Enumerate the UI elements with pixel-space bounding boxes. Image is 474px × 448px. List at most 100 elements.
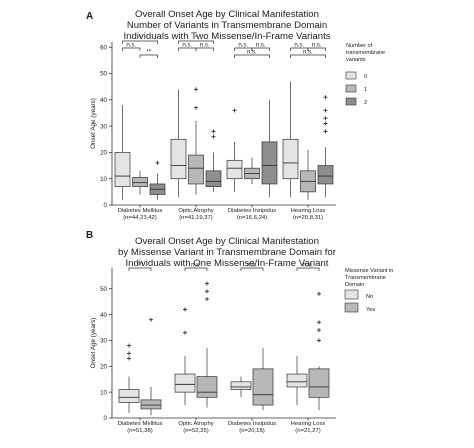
chart-title-line: Overall Onset Age by Clinical Manifestat… bbox=[135, 9, 319, 20]
panel-label: A bbox=[86, 11, 93, 22]
outlier-marker bbox=[205, 289, 209, 294]
significance-label: n.s. bbox=[182, 43, 192, 49]
legend-title-line: Number of bbox=[346, 43, 373, 49]
box-iqr bbox=[188, 154, 204, 185]
x-category-count: (n=51,38) bbox=[127, 428, 152, 434]
significance-bracket: ** bbox=[139, 50, 158, 58]
legend-swatch bbox=[345, 71, 357, 80]
box-iqr bbox=[174, 373, 196, 393]
bracket-line bbox=[240, 267, 264, 271]
outlier-marker bbox=[194, 87, 198, 92]
box-iqr bbox=[226, 159, 243, 180]
box-iqr bbox=[286, 373, 308, 388]
box-iqr bbox=[196, 376, 218, 398]
box-iqr bbox=[308, 368, 330, 398]
significance-bracket: n.s. bbox=[307, 43, 326, 51]
outlier-marker bbox=[232, 108, 237, 113]
significance-label: n.s. bbox=[126, 43, 136, 49]
outlier-marker bbox=[211, 134, 216, 139]
x-category-label: Hearing Loss bbox=[291, 421, 326, 427]
legend-label: Yes bbox=[366, 307, 375, 313]
chart-title-line: Individuals with Two Missense/In-Frame V… bbox=[123, 31, 330, 42]
bracket-line bbox=[122, 40, 158, 44]
y-tick-label: 20 bbox=[100, 363, 107, 370]
legend-label: No bbox=[366, 294, 373, 300]
significance-label: n.s. bbox=[191, 263, 201, 269]
chart-panel-a: A Overall Onset Age by Clinical Manifesta… bbox=[86, 9, 385, 221]
outlier-marker bbox=[183, 307, 187, 312]
x-category-count: (n=20,8,31) bbox=[293, 215, 323, 221]
significance-bracket: n.s. bbox=[184, 263, 208, 271]
outlier-marker bbox=[323, 121, 328, 126]
chart-panel-b: B Overall Onset Age by Clinical Manifesta… bbox=[86, 230, 393, 434]
outlier-marker bbox=[323, 108, 328, 113]
boxplot-diabetes-mellitus-series-0 bbox=[114, 105, 131, 200]
boxplot-optic-atrophy-series-2 bbox=[205, 129, 222, 192]
significance-bracket: n.s. bbox=[122, 43, 141, 51]
significance-label: n.s. bbox=[294, 43, 304, 49]
x-category-label: Hearing Loss bbox=[291, 208, 326, 214]
y-tick-label: 20 bbox=[100, 150, 107, 157]
bracket-line bbox=[178, 40, 214, 44]
legend-swatch bbox=[344, 302, 359, 313]
y-tick-label: 10 bbox=[100, 389, 107, 396]
y-tick-label: 50 bbox=[100, 286, 107, 293]
box-iqr bbox=[170, 138, 187, 180]
outlier-marker bbox=[194, 105, 198, 110]
outlier-marker bbox=[323, 116, 328, 121]
significance-bracket: n.s. bbox=[296, 263, 320, 271]
legend-swatch bbox=[344, 289, 359, 300]
y-tick-label: 40 bbox=[100, 312, 107, 319]
x-category-label: Optic Atrophy bbox=[178, 208, 213, 214]
box-iqr bbox=[205, 170, 222, 187]
outlier-marker bbox=[205, 297, 209, 302]
outlier-marker bbox=[155, 160, 160, 165]
boxplot-hearing-loss-series-1 bbox=[300, 149, 316, 200]
boxplot-hearing-loss-series-0 bbox=[282, 81, 299, 198]
legend-label: 2 bbox=[364, 100, 367, 106]
legend-title-line: Missense Variant in bbox=[345, 268, 393, 274]
y-axis-label: Onset Age (years) bbox=[90, 98, 97, 149]
x-category-label: Diabetes Mellitus bbox=[118, 421, 163, 427]
x-category-count: (n=20,18) bbox=[239, 428, 264, 434]
boxplot-diabetes-mellitus-series-no bbox=[118, 343, 140, 413]
outlier-marker bbox=[127, 356, 131, 361]
y-tick-label: 30 bbox=[100, 123, 107, 130]
x-category-label: Diabetes Insipidus bbox=[228, 421, 276, 427]
significance-label: n.s. bbox=[303, 50, 313, 56]
significance-label: n.s. bbox=[247, 263, 257, 269]
significance-bracket: *** bbox=[128, 263, 152, 271]
box-iqr bbox=[252, 368, 274, 406]
y-tick-label: 30 bbox=[100, 338, 107, 345]
outlier-marker bbox=[127, 351, 131, 356]
boxplot-hearing-loss-series-yes bbox=[308, 291, 330, 411]
boxplot-diabetes-mellitus-series-yes bbox=[140, 317, 162, 416]
significance-bracket: * bbox=[122, 36, 158, 44]
bracket-line bbox=[184, 267, 208, 271]
y-tick-label: 50 bbox=[100, 71, 107, 78]
x-category-count: (n=41,19,37) bbox=[179, 215, 213, 221]
legend-title-line: variants bbox=[346, 57, 366, 63]
outlier-marker bbox=[317, 291, 321, 296]
legend-swatch bbox=[345, 97, 357, 106]
x-category-label: Diabetes Insipidus bbox=[228, 208, 276, 214]
box-iqr bbox=[140, 399, 162, 410]
legend-label: 1 bbox=[364, 87, 367, 93]
box-iqr bbox=[118, 389, 140, 403]
outlier-marker bbox=[149, 317, 153, 322]
y-axis-label: Onset Age (years) bbox=[90, 318, 97, 369]
bracket-line bbox=[234, 54, 270, 58]
x-category-label: Optic Atrophy bbox=[178, 421, 213, 427]
bracket-line bbox=[251, 47, 270, 51]
significance-label: n.s. bbox=[312, 43, 322, 49]
boxplot-diabetes-mellitus-series-2 bbox=[149, 160, 166, 200]
y-tick-label: 0 bbox=[104, 202, 108, 209]
significance-label: n.s. bbox=[256, 43, 266, 49]
significance-label: * bbox=[139, 36, 142, 42]
bracket-line bbox=[296, 267, 320, 271]
boxplot-diabetes-insipidus-series-1 bbox=[244, 157, 260, 184]
box-iqr bbox=[230, 381, 252, 390]
boxplot-diabetes-insipidus-series-0 bbox=[226, 108, 243, 192]
significance-label: *** bbox=[136, 263, 144, 269]
